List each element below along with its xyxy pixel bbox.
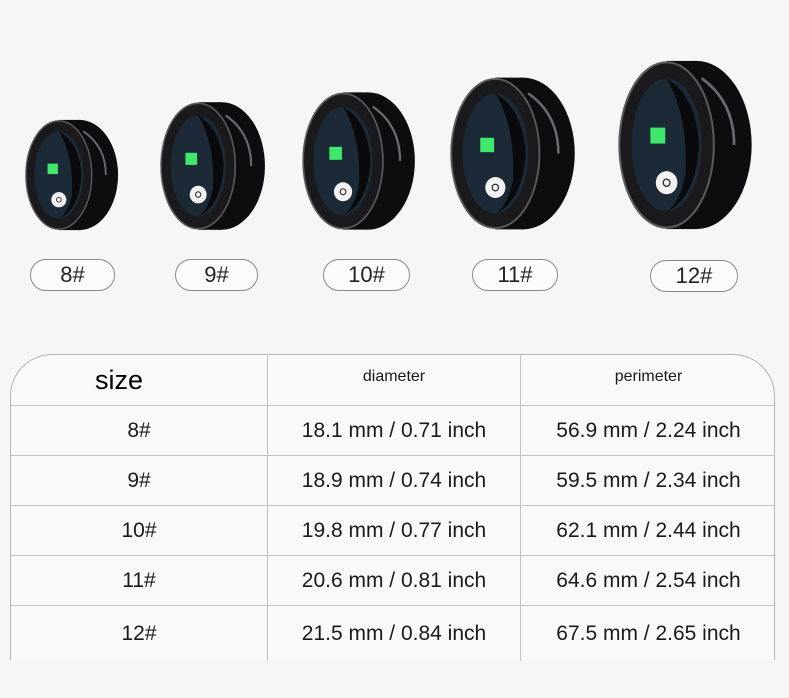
diameter-cell: 20.6 mm / 0.81 inch [267, 556, 520, 605]
ring-inner-shadow [666, 78, 699, 212]
perimeter-cell: 59.5 mm / 2.34 inch [520, 456, 776, 505]
green-led-icon [185, 152, 198, 165]
ring-image [302, 92, 415, 230]
table-row: 11# 20.6 mm / 0.81 inch 64.6 mm / 2.54 i… [11, 555, 774, 605]
table-row: 8# 18.1 mm / 0.71 inch 56.9 mm / 2.24 in… [11, 405, 774, 455]
sensor-dot [491, 183, 500, 192]
ring-inner-shadow [495, 93, 526, 214]
size-cell: 10# [121, 518, 157, 542]
diameter-cell: 19.8 mm / 0.77 inch [267, 506, 520, 555]
size-label-1: 9# [175, 259, 258, 291]
ring-highlight [527, 92, 560, 154]
ring-image [450, 77, 575, 230]
table-row: 10# 19.8 mm / 0.77 inch 62.1 mm / 2.44 i… [11, 505, 774, 555]
sensor-dot [339, 188, 347, 196]
diameter-cell: 18.1 mm / 0.71 inch [267, 406, 520, 455]
green-led-icon [47, 163, 58, 175]
size-cell: 9# [127, 468, 151, 492]
size-cell: 8# [127, 418, 151, 442]
table-row: 9# 18.9 mm / 0.74 inch 59.5 mm / 2.34 in… [11, 455, 774, 505]
ring-highlight [700, 77, 736, 146]
sensor-dot [56, 196, 62, 203]
size-table: size diameter perimeter 8# 18.1 mm / 0.7… [10, 354, 775, 661]
green-led-icon [650, 127, 666, 144]
ring-highlight [82, 130, 107, 176]
header-perimeter: perimeter [520, 355, 776, 405]
sensor-dot [662, 178, 671, 188]
sensor-icon [189, 185, 207, 204]
size-cell: 11# [122, 568, 156, 592]
header-diameter: diameter [267, 355, 520, 405]
ring-inner-shadow [58, 131, 82, 219]
diameter-cell: 18.9 mm / 0.74 inch [267, 456, 520, 505]
ring-image [618, 60, 752, 230]
sensor-icon [485, 177, 506, 198]
sensor-dot [194, 191, 202, 198]
table-header-row: size diameter perimeter [11, 355, 774, 405]
ring-inner-shadow [343, 106, 371, 216]
ring-image [25, 119, 119, 231]
perimeter-cell: 62.1 mm / 2.44 inch [520, 506, 776, 555]
sensor-icon [333, 182, 353, 202]
table-row: 12# 21.5 mm / 0.84 inch 67.5 mm / 2.65 i… [11, 605, 774, 661]
size-cell: 12# [121, 621, 157, 645]
size-label-4: 12# [650, 260, 738, 292]
ring-highlight [372, 105, 402, 162]
ring-highlight [225, 114, 253, 167]
green-led-icon [480, 137, 495, 153]
sensor-icon [51, 192, 67, 208]
size-label-3: 11# [472, 259, 558, 291]
perimeter-cell: 64.6 mm / 2.54 inch [520, 556, 776, 605]
green-led-icon [329, 146, 342, 160]
ring-image [160, 102, 265, 230]
sensor-icon [655, 171, 678, 195]
size-label-0: 8# [30, 259, 115, 291]
size-label-2: 10# [323, 259, 410, 291]
diameter-cell: 21.5 mm / 0.84 inch [267, 606, 520, 661]
perimeter-cell: 67.5 mm / 2.65 inch [520, 606, 776, 661]
ring-inner-shadow [198, 115, 224, 217]
perimeter-cell: 56.9 mm / 2.24 inch [520, 406, 776, 455]
header-size: size [94, 364, 143, 395]
